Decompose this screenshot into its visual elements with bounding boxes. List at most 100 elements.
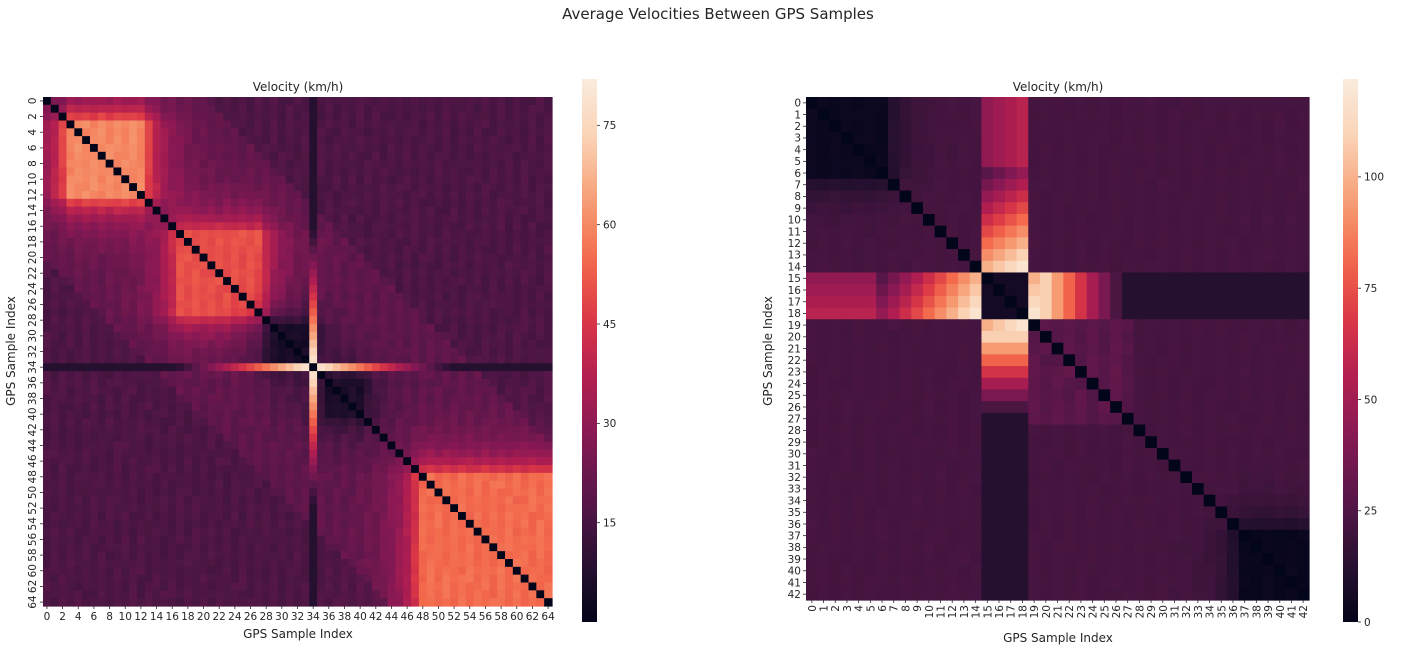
heatmap-cell	[450, 535, 459, 544]
heatmap-cell	[293, 496, 303, 505]
heatmap-cell	[199, 112, 209, 122]
heatmap-cell	[238, 175, 248, 184]
heatmap-cell	[215, 449, 224, 458]
heatmap-cell	[82, 222, 91, 231]
heatmap-cell	[270, 378, 279, 388]
heatmap-cell	[82, 371, 91, 380]
heatmap-cell	[1285, 155, 1298, 168]
heatmap-cell	[911, 155, 924, 168]
heatmap-cell	[544, 441, 553, 450]
heatmap-cell	[262, 136, 271, 145]
heatmap-cell	[332, 543, 342, 552]
heatmap-cell	[497, 167, 506, 176]
heatmap-cell	[473, 582, 483, 591]
heatmap-cell	[82, 277, 91, 286]
heatmap-cell	[465, 143, 475, 153]
heatmap-cell	[520, 433, 530, 443]
heatmap-cell	[223, 324, 232, 333]
heatmap-cell	[43, 465, 52, 474]
heatmap-cell	[176, 363, 185, 372]
heatmap-cell	[411, 292, 420, 302]
heatmap-cell	[332, 371, 342, 380]
heatmap-cell	[152, 378, 162, 388]
heatmap-cell	[223, 104, 232, 114]
heatmap-cell	[168, 292, 177, 302]
heatmap-cell	[223, 331, 232, 341]
heatmap-cell	[183, 222, 193, 231]
heatmap-cell	[58, 222, 68, 231]
heatmap-cell	[465, 598, 475, 607]
heatmap-cell	[105, 214, 115, 223]
heatmap-cell	[324, 433, 334, 443]
heatmap-cell	[285, 472, 295, 482]
heatmap-cell	[324, 190, 334, 200]
heatmap-cell	[520, 300, 530, 310]
heatmap-cell	[536, 394, 545, 403]
heatmap-cell	[176, 590, 185, 599]
heatmap-cell	[97, 355, 107, 364]
heatmap-cell	[481, 112, 490, 122]
heatmap-cell	[876, 97, 889, 110]
heatmap-cell	[66, 394, 75, 403]
heatmap-cell	[50, 167, 60, 176]
heatmap-cell	[191, 449, 201, 458]
heatmap-cell	[50, 378, 60, 388]
heatmap-cell	[105, 316, 115, 325]
heatmap-cell	[1262, 213, 1275, 227]
heatmap-cell	[1180, 178, 1193, 192]
heatmap-cell	[379, 175, 389, 184]
heatmap-cell	[43, 143, 52, 153]
heatmap-cell	[387, 237, 396, 247]
heatmap-cell	[191, 472, 201, 482]
heatmap-cell	[1192, 132, 1205, 145]
heatmap-cell	[199, 402, 209, 411]
heatmap-cell	[512, 551, 522, 560]
heatmap-cell	[817, 249, 830, 262]
heatmap-cell	[285, 97, 295, 106]
heatmap-cell	[911, 120, 924, 133]
heatmap-cell	[481, 472, 490, 482]
heatmap-cell	[152, 519, 162, 529]
heatmap-cell	[230, 457, 240, 466]
heatmap-cell	[364, 230, 373, 239]
heatmap-cell	[168, 222, 177, 231]
heatmap-cell	[411, 308, 420, 317]
heatmap-cell	[403, 324, 412, 333]
heatmap-cell	[1028, 237, 1041, 250]
heatmap-cell	[301, 97, 310, 106]
heatmap-cell	[207, 465, 216, 474]
heatmap-cell	[136, 308, 146, 317]
heatmap-cell	[183, 519, 193, 529]
heatmap-cell	[403, 410, 412, 419]
heatmap-cell	[450, 339, 459, 349]
y-tick-label: 6	[27, 144, 39, 151]
heatmap-cell	[66, 598, 75, 607]
heatmap-cell	[317, 402, 326, 411]
heatmap-cell	[505, 97, 514, 106]
heatmap-cell	[505, 324, 514, 333]
heatmap-cell	[364, 167, 373, 176]
heatmap-cell	[285, 543, 295, 552]
heatmap-cell	[371, 136, 381, 145]
heatmap-cell	[82, 104, 91, 114]
heatmap-cell	[356, 331, 365, 341]
heatmap-cell	[520, 543, 530, 552]
heatmap-cell	[505, 245, 514, 255]
heatmap-cell	[371, 598, 381, 607]
heatmap-cell	[121, 277, 130, 286]
heatmap-cell	[105, 104, 115, 114]
heatmap-cell	[293, 598, 303, 607]
heatmap-cell	[58, 151, 68, 161]
heatmap-cell	[317, 300, 326, 310]
heatmap-cell	[332, 316, 342, 325]
heatmap-cell	[512, 363, 522, 372]
heatmap-cell	[207, 206, 216, 216]
heatmap-cell	[317, 230, 326, 239]
heatmap-cell	[215, 551, 224, 560]
heatmap-cell	[473, 269, 483, 278]
heatmap-cell	[1075, 190, 1088, 203]
heatmap-cell	[324, 598, 334, 607]
heatmap-cell	[340, 206, 349, 216]
heatmap-cell	[191, 465, 201, 474]
heatmap-cell	[285, 480, 295, 490]
